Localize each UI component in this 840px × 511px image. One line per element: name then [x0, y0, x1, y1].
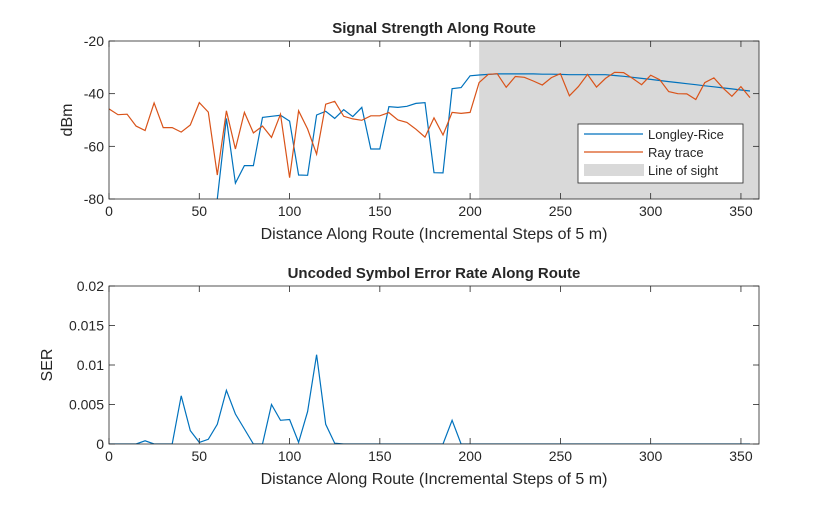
- legend: Longley-Rice Ray trace Line of sight: [577, 123, 744, 184]
- axes-box: [108, 40, 760, 200]
- legend-entry: Longley-Rice: [648, 127, 724, 142]
- x-tick-label: 250: [549, 448, 573, 464]
- axes-signal: 0 50 100 150 200 250 300 350 -80 -60 -40 -20 Signal …: [59, 20, 760, 243]
- y-tick-label: -60: [84, 138, 104, 154]
- x-tick-label: 150: [368, 448, 392, 464]
- x-tick-label: 0: [105, 448, 113, 464]
- chart-title: Uncoded Symbol Error Rate Along Route: [288, 265, 581, 282]
- x-tick-label: 200: [458, 203, 482, 219]
- x-tick-label: 300: [639, 203, 663, 219]
- y-axis-label: dBm: [59, 104, 76, 137]
- legend-swatch-patch: [584, 164, 644, 176]
- y-tick-label: 0: [96, 436, 104, 452]
- x-tick-label: 150: [368, 203, 392, 219]
- y-tick-label: 0.01: [77, 357, 104, 373]
- x-axis-label: Distance Along Route (Incremental Steps …: [261, 471, 608, 488]
- x-axis-label: Distance Along Route (Incremental Steps …: [261, 226, 608, 243]
- x-tick-label: 200: [458, 448, 482, 464]
- x-tick-label: 0: [105, 203, 113, 219]
- chart-title: Signal Strength Along Route: [332, 20, 536, 37]
- x-tick-label: 350: [729, 203, 753, 219]
- x-tick-label: 100: [278, 448, 302, 464]
- y-tick-label: -40: [84, 86, 104, 102]
- legend-entry: Line of sight: [648, 163, 718, 178]
- x-tick-label: 50: [191, 448, 207, 464]
- y-tick-label: -20: [84, 33, 104, 49]
- x-tick-label: 350: [729, 448, 753, 464]
- x-tick-label: 300: [639, 448, 663, 464]
- x-tick-label: 100: [278, 203, 302, 219]
- y-tick-label: -80: [84, 191, 104, 207]
- legend-entry: Ray trace: [648, 145, 704, 160]
- y-tick-label: 0.005: [69, 397, 104, 413]
- y-tick-label: 0.02: [77, 278, 104, 294]
- x-tick-label: 50: [191, 203, 207, 219]
- plot-area: [109, 286, 759, 444]
- y-axis-label: SER: [39, 349, 56, 382]
- series-line-ray-trace: [109, 71, 751, 178]
- axes-ser: 0 50 100 150 200 250 300 350 0 0.005 0.01 0.015 0.02…: [39, 265, 760, 488]
- series-line-ser: [109, 354, 750, 444]
- y-tick-label: 0.015: [69, 318, 104, 334]
- x-tick-label: 250: [549, 203, 573, 219]
